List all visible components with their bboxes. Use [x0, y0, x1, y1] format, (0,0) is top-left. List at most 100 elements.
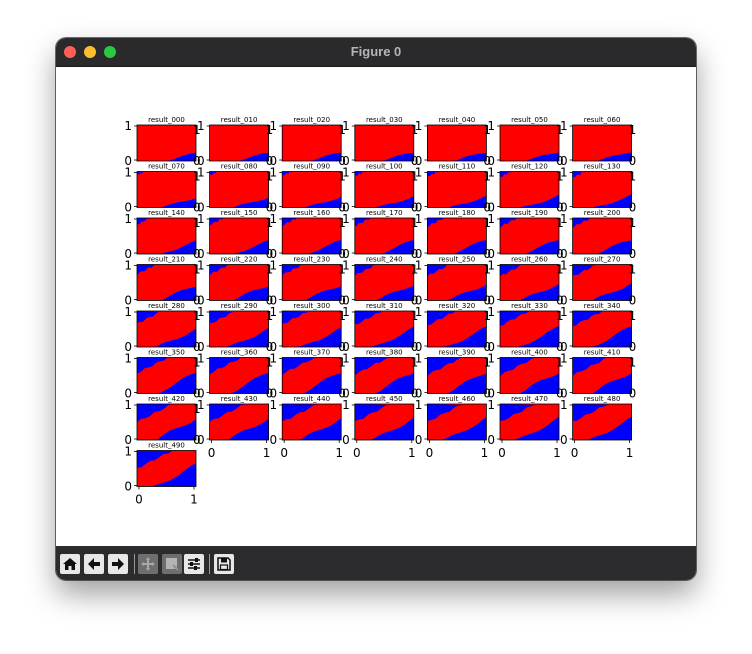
y-tick-label: 1 [197, 119, 205, 133]
x-tick-label: 1 [629, 309, 637, 323]
y-tick-label: 1 [342, 398, 350, 412]
x-tick-label: 1 [411, 309, 419, 323]
decision-region-b [500, 311, 530, 326]
y-tick-label: 1 [415, 259, 423, 273]
y-tick-label: 1 [487, 305, 495, 319]
arrow-right-icon [112, 558, 124, 570]
panel-title: result_230 [293, 256, 330, 264]
decision-region-b [427, 152, 487, 161]
forward-button[interactable] [108, 554, 128, 574]
minimize-button[interactable] [84, 46, 96, 58]
decision-region-b [354, 285, 414, 301]
panel-frame [136, 171, 197, 208]
y-tick-label: 0 [487, 154, 495, 168]
y-tick-label: 0 [124, 201, 132, 215]
decision-region-b [209, 311, 236, 325]
subplot-panel: result_070 1 0 1 0 [124, 163, 200, 215]
x-tick-label: 1 [193, 402, 201, 416]
x-tick-label: 1 [338, 309, 346, 323]
y-tick-label: 1 [270, 352, 278, 366]
figure-canvas[interactable]: result_000 1 0 1 0 result_010 1 0 1 0 result_020 1 0… [56, 67, 696, 546]
subplot-panel: result_100 1 0 1 0 [342, 163, 418, 215]
decision-region-b [500, 326, 559, 347]
y-tick-label: 0 [124, 154, 132, 168]
y-tick-label: 1 [560, 305, 568, 319]
decision-region-b [209, 404, 245, 422]
subplot-panel: result_040 1 0 1 0 [415, 116, 491, 168]
y-tick-label: 1 [415, 305, 423, 319]
pan-button[interactable] [138, 554, 158, 574]
decision-region-b [209, 373, 269, 394]
x-tick-label: 0 [135, 493, 143, 507]
panel-frame [281, 124, 342, 162]
decision-region-b [354, 326, 414, 347]
decision-region-b [354, 357, 389, 376]
panel-frame [136, 357, 197, 394]
home-button[interactable] [60, 554, 80, 574]
x-tick-label: 1 [193, 216, 201, 230]
x-tick-label: 1 [629, 216, 637, 230]
decision-region-b [427, 357, 462, 376]
x-tick-label: 1 [629, 170, 637, 184]
x-tick-label: 1 [629, 263, 637, 277]
panel-title: result_430 [221, 395, 258, 403]
configure-subplots-button[interactable] [184, 554, 204, 574]
x-tick-label: 0 [483, 201, 491, 215]
x-tick-label: 1 [481, 446, 489, 460]
y-tick-label: 1 [342, 166, 350, 180]
y-tick-label: 0 [342, 201, 350, 215]
zoom-window-button[interactable] [104, 46, 116, 58]
title-bar: Figure 0 [56, 38, 696, 67]
save-button[interactable] [214, 554, 234, 574]
decision-region-b [500, 264, 524, 277]
x-tick-label: 1 [629, 356, 637, 370]
x-tick-label: 1 [483, 356, 491, 370]
panel-title: result_320 [439, 302, 476, 310]
panel-frame [572, 357, 632, 394]
panel-frame [281, 264, 342, 301]
x-tick-label: 0 [483, 387, 491, 401]
panel-frame [136, 124, 197, 162]
x-tick-label: 0 [629, 340, 637, 354]
y-tick-label: 0 [197, 387, 205, 401]
toolbar-separator [134, 554, 135, 574]
decision-region-b [572, 218, 591, 229]
x-tick-label: 1 [335, 446, 343, 460]
panel-title: result_370 [293, 349, 330, 357]
decision-region-b [572, 194, 632, 208]
x-tick-label: 0 [411, 387, 419, 401]
y-tick-label: 0 [415, 387, 423, 401]
panel-frame [499, 357, 560, 394]
x-tick-label: 1 [556, 216, 564, 230]
x-tick-label: 0 [193, 154, 201, 168]
y-tick-label: 1 [342, 212, 350, 226]
x-tick-label: 0 [266, 247, 274, 261]
x-tick-label: 1 [193, 356, 201, 370]
panel-frame [354, 171, 415, 208]
decision-region-b [427, 311, 456, 326]
decision-region-b [572, 152, 632, 161]
y-tick-label: 1 [560, 398, 568, 412]
x-tick-label: 1 [411, 123, 419, 137]
back-button[interactable] [84, 554, 104, 574]
decision-region-b [427, 264, 450, 277]
x-tick-label: 0 [280, 446, 288, 460]
y-tick-label: 1 [197, 259, 205, 273]
y-tick-label: 0 [487, 387, 495, 401]
zoom-button[interactable] [162, 554, 182, 574]
panel-title: result_050 [511, 116, 548, 124]
decision-region-b [572, 373, 632, 394]
y-tick-label: 1 [342, 259, 350, 273]
decision-region-b [137, 404, 173, 423]
x-tick-label: 1 [483, 170, 491, 184]
subplot-panel: result_050 1 0 1 0 [487, 116, 563, 168]
panel-frame [209, 124, 270, 162]
decision-region-b [137, 152, 196, 161]
decision-region-b [137, 463, 196, 487]
panel-title: result_490 [148, 442, 185, 450]
x-tick-label: 0 [266, 340, 274, 354]
y-tick-label: 0 [197, 294, 205, 308]
close-button[interactable] [64, 46, 76, 58]
panel-frame [354, 217, 415, 255]
subplot-panel: result_210 1 0 1 0 [124, 256, 200, 308]
